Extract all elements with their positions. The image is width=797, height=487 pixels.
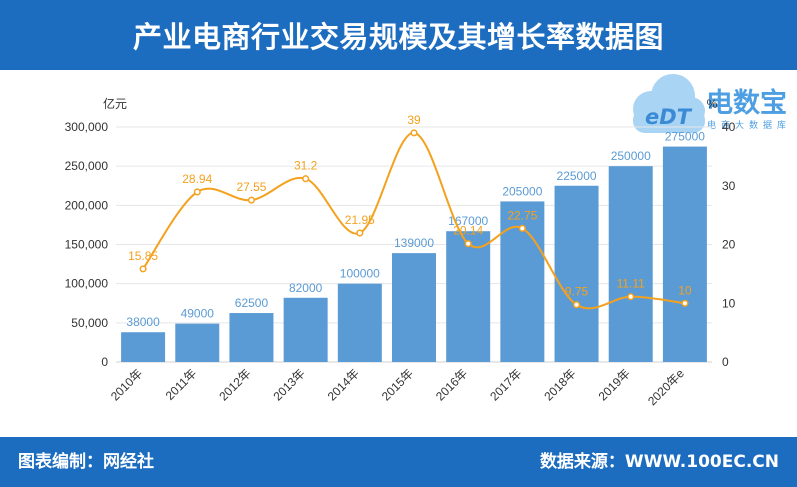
- bar: [337, 283, 382, 362]
- logo-name: 电数宝: [706, 87, 787, 119]
- bar-value-label: 205000: [502, 184, 542, 198]
- bar: [121, 332, 166, 362]
- line-value-label: 9.75: [565, 285, 589, 299]
- line-point: [356, 229, 364, 237]
- line-markers: [139, 129, 689, 309]
- x-axis-label: 2017年: [487, 366, 524, 403]
- left-axis-tick-label: 50,000: [71, 316, 108, 330]
- logo-mark: eDT: [645, 105, 693, 129]
- chart-title: 产业电商行业交易规模及其增长率数据图: [132, 20, 664, 54]
- left-axis-tick-label: 200,000: [65, 198, 109, 212]
- right-axis-tick-label: 30: [722, 179, 736, 193]
- line-value-label: 11.11: [617, 277, 646, 291]
- line-value-label: 22.75: [507, 208, 537, 222]
- line-value-label: 20.14: [453, 224, 483, 238]
- x-axis-label: 2018年: [541, 366, 578, 403]
- line-value-label: 28.94: [182, 172, 212, 186]
- bar: [175, 323, 220, 362]
- x-axis-label: 2016年: [433, 366, 470, 403]
- line-point: [464, 240, 472, 248]
- left-axis-tick-label: 100,000: [65, 277, 109, 291]
- bar: [662, 146, 707, 362]
- left-axis-tick-label: 250,000: [65, 159, 109, 173]
- x-axis-label: 2020年e: [645, 366, 687, 408]
- right-axis-tick-label: 40: [722, 120, 736, 134]
- left-axis-tick-label: 0: [101, 355, 108, 369]
- title-banner: 产业电商行业交易规模及其增长率数据图: [0, 0, 797, 70]
- right-axis-tick-label: 20: [722, 238, 736, 252]
- bar: [446, 231, 491, 362]
- x-axis-label: 2011年: [163, 366, 200, 403]
- line-value-label: 27.55: [236, 180, 266, 194]
- bar-value-label: 62500: [235, 296, 269, 310]
- line-value-label: 15.85: [128, 249, 158, 263]
- line-point: [627, 293, 635, 301]
- line-value-label: 31.2: [294, 159, 318, 173]
- bar: [229, 313, 274, 362]
- x-axis-label: 2019年: [596, 366, 633, 403]
- bar-value-label: 82000: [289, 281, 323, 295]
- bar: [392, 253, 436, 362]
- left-axis-unit: 亿元: [103, 96, 127, 111]
- bar-value-label: 167000: [448, 214, 488, 228]
- data-source: 数据来源：WWW.100EC.CN: [539, 452, 779, 472]
- line-point: [139, 265, 147, 273]
- line-value-label: 39: [407, 113, 421, 127]
- x-axis-label: 2014年: [325, 366, 362, 403]
- logo-subtitle: 电商大数据库: [707, 119, 791, 131]
- line-value-label: 21.95: [345, 213, 375, 227]
- edt-logo: eDT 电数宝 电商大数据库: [633, 74, 791, 133]
- chart-credit: 图表编制：网经社: [18, 452, 154, 472]
- bar-value-label: 250000: [611, 149, 651, 163]
- right-axis-ticks: 0 10 20 30 40: [722, 120, 736, 369]
- right-axis-unit: %: [707, 97, 718, 111]
- line-point: [302, 175, 310, 183]
- bar-data-labels: 3800049000625008200010000013900016700020…: [126, 130, 705, 330]
- bar-value-label: 275000: [665, 130, 705, 144]
- x-axis-labels: 2010年 2011年 2012年 2013年 2014年 2015年 2016年 2017年…: [108, 366, 687, 408]
- bar-value-label: 49000: [181, 307, 215, 321]
- bar-value-label: 225000: [557, 169, 597, 183]
- line-value-label: 10: [678, 283, 692, 297]
- line-point: [572, 301, 581, 309]
- left-axis-tick-label: 150,000: [65, 238, 109, 252]
- footer-banner: 图表编制：网经社 数据来源：WWW.100EC.CN: [0, 437, 797, 487]
- line-point: [193, 188, 201, 196]
- line-point: [410, 129, 418, 137]
- line-point: [247, 196, 256, 204]
- right-axis-tick-label: 10: [722, 296, 736, 310]
- x-axis-label: 2012年: [216, 366, 253, 403]
- bar-value-label: 38000: [126, 315, 160, 329]
- bar-value-label: 100000: [340, 267, 380, 281]
- x-axis-label: 2010年: [108, 366, 145, 403]
- bar: [608, 166, 653, 362]
- bar-value-label: 139000: [394, 236, 434, 250]
- bar-series: [121, 146, 707, 362]
- x-axis-label: 2015年: [379, 366, 416, 403]
- bar: [554, 185, 599, 362]
- line-point: [681, 299, 689, 307]
- x-axis-label: 2013年: [270, 366, 307, 403]
- left-axis-tick-label: 300,000: [65, 120, 109, 134]
- line-data-labels: 15.85 28.94 27.55 31.2 21.95 39 20.14 22.75 9.75…: [128, 113, 692, 299]
- bar: [283, 297, 328, 362]
- right-axis-tick-label: 0: [722, 355, 729, 369]
- line-point: [518, 224, 526, 232]
- left-axis-ticks: 0 50,000 100,000 150,000 200,000 250,000 300,0…: [65, 120, 109, 369]
